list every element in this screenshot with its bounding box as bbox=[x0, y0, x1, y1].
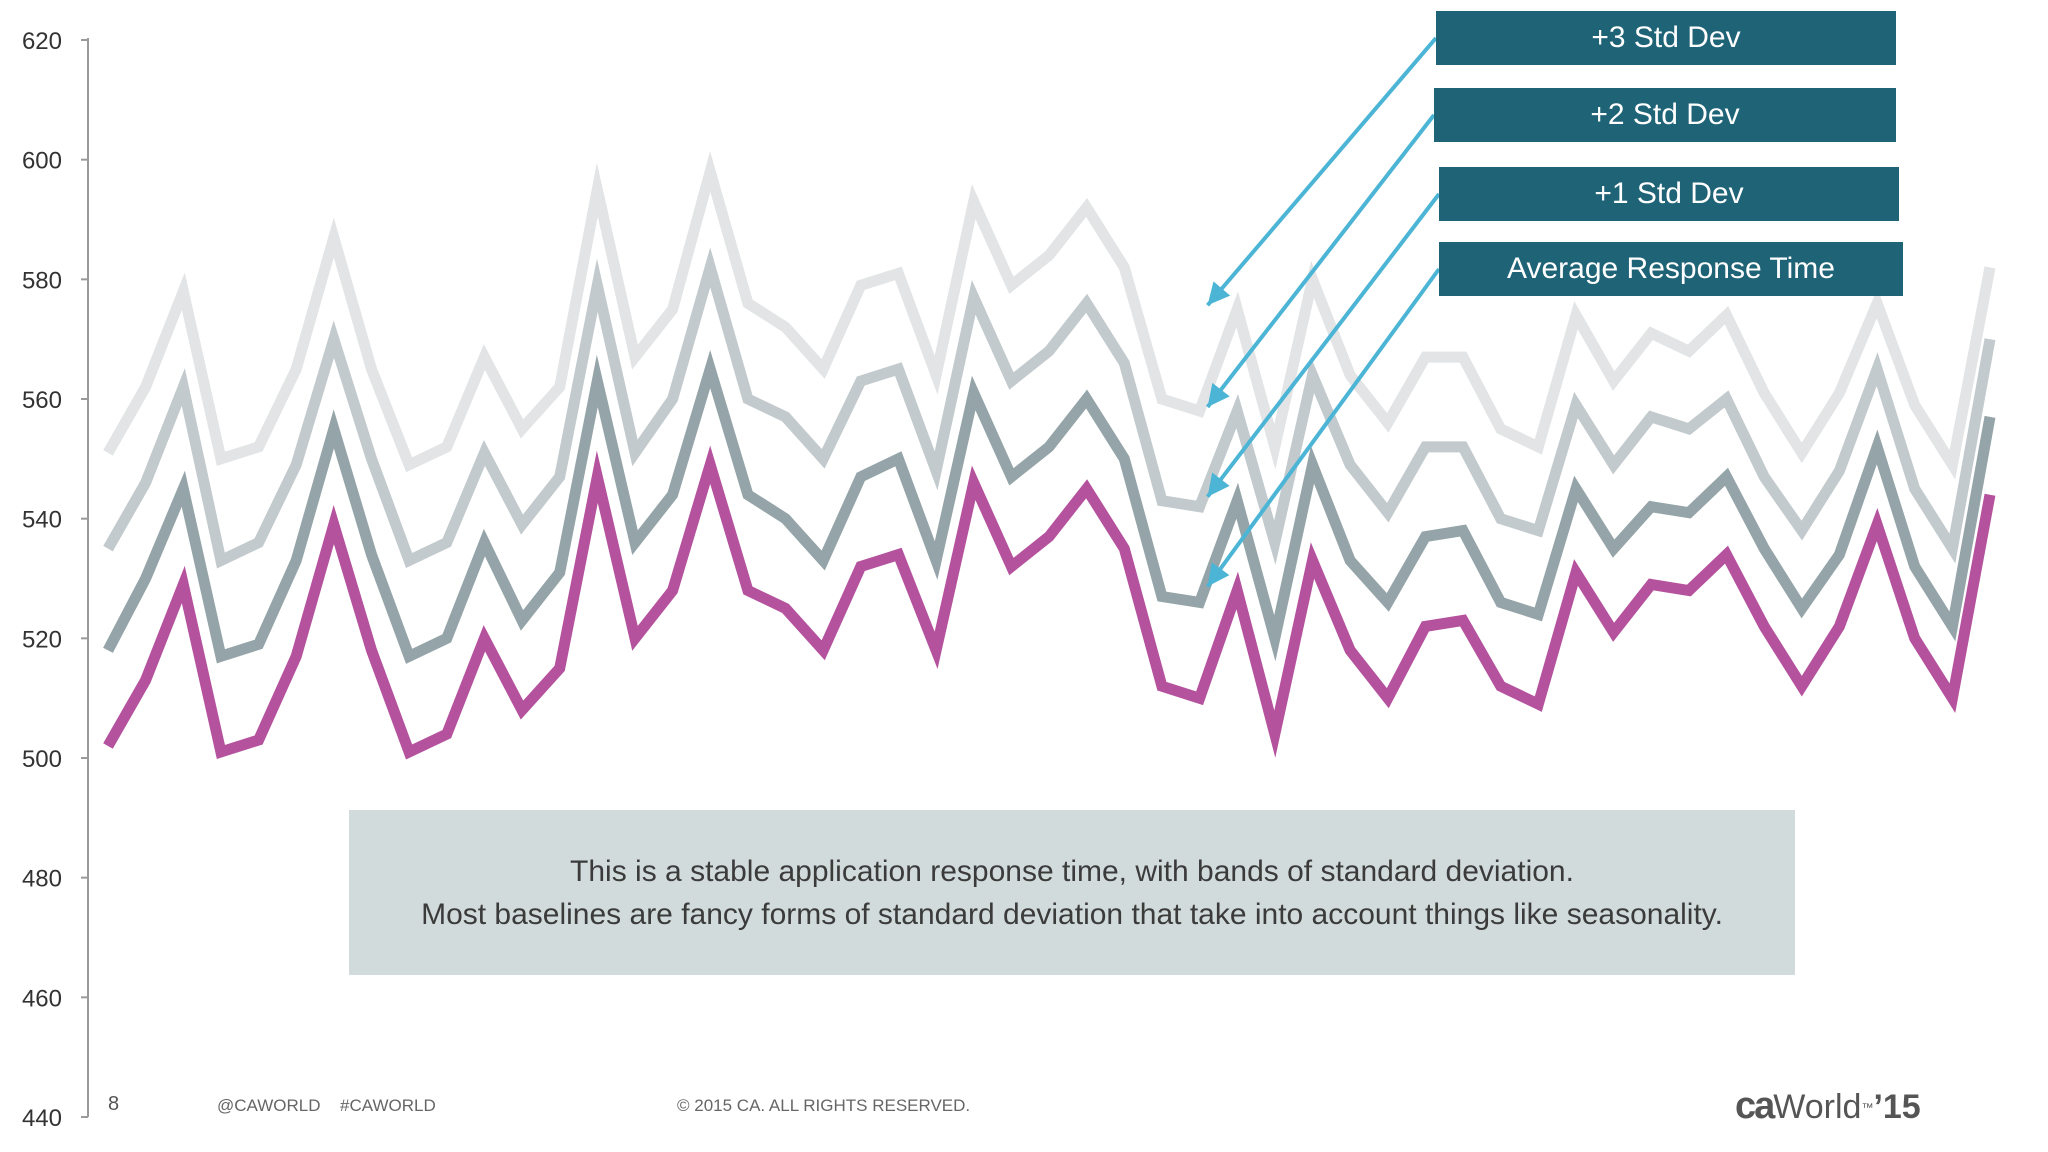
arrow-average-shaft bbox=[1205, 267, 1441, 588]
arrow-std1-head bbox=[1207, 472, 1230, 497]
arrow-std2-shaft bbox=[1205, 113, 1436, 409]
callout-arrows bbox=[1205, 36, 1441, 588]
logo-year: ’15 bbox=[1873, 1088, 1921, 1126]
footer-hashtag: #CAWORLD bbox=[340, 1096, 436, 1115]
explanation-callout: This is a stable application response ti… bbox=[349, 810, 1795, 975]
logo-ca: ca bbox=[1735, 1085, 1775, 1127]
footer-handle: @CAWORLD bbox=[217, 1096, 321, 1115]
y-tick-label: 620 bbox=[22, 28, 62, 55]
y-tick-label: 500 bbox=[22, 746, 62, 773]
series-line-avg bbox=[103, 445, 1996, 760]
legend-std2: +2 Std Dev bbox=[1434, 88, 1896, 142]
legend-average: Average Response Time bbox=[1439, 242, 1903, 296]
arrow-std2-head bbox=[1207, 382, 1230, 407]
y-axis: 620 600 580 560 540 520 500 480 460 440 bbox=[22, 28, 89, 1132]
logo-tm: ™ bbox=[1861, 1100, 1874, 1115]
series-group bbox=[103, 151, 1996, 760]
y-tick-label: 600 bbox=[22, 148, 62, 175]
arrow-average-head bbox=[1207, 562, 1230, 587]
series-line-std1 bbox=[103, 349, 1996, 664]
caworld-logo: caWorld™’15 bbox=[1735, 1085, 1921, 1127]
logo-world: World bbox=[1773, 1088, 1862, 1126]
legend-std3: +3 Std Dev bbox=[1436, 11, 1896, 65]
page-number: 8 bbox=[108, 1093, 120, 1115]
arrow-std3-head bbox=[1207, 281, 1231, 306]
y-tick-label: 460 bbox=[22, 985, 62, 1012]
footer-copyright: © 2015 CA. ALL RIGHTS RESERVED. bbox=[677, 1096, 971, 1115]
arrow-std1-shaft bbox=[1205, 192, 1441, 498]
arrow-std1 bbox=[1205, 192, 1441, 498]
y-tick-label: 580 bbox=[22, 267, 62, 294]
y-tick-label: 560 bbox=[22, 387, 62, 414]
callout-line-2: Most baselines are fancy forms of standa… bbox=[421, 897, 1723, 931]
y-tick-label: 540 bbox=[22, 507, 62, 534]
legend-std1: +1 Std Dev bbox=[1439, 167, 1899, 221]
series-line-std3 bbox=[103, 151, 1996, 480]
arrow-std3-shaft bbox=[1206, 36, 1438, 307]
arrow-std2 bbox=[1205, 113, 1436, 409]
arrow-std3 bbox=[1206, 36, 1438, 307]
y-tick-label: 480 bbox=[22, 866, 62, 893]
y-tick-label: 520 bbox=[22, 626, 62, 653]
callout-line-1: This is a stable application response ti… bbox=[570, 854, 1574, 888]
arrow-average bbox=[1205, 267, 1441, 588]
y-tick-label: 440 bbox=[22, 1105, 62, 1132]
series-line-std2 bbox=[103, 247, 1996, 569]
